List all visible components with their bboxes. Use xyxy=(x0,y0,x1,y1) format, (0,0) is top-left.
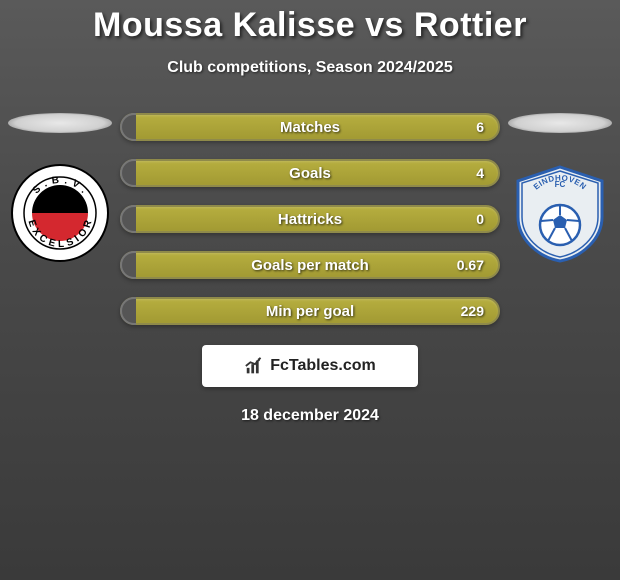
comparison-content: S . B . V . E X C E L S I O R FC EINDHOV… xyxy=(0,113,620,325)
stat-label: Hattricks xyxy=(122,211,498,228)
stat-value-right: 0 xyxy=(476,211,484,227)
subtitle: Club competitions, Season 2024/2025 xyxy=(0,59,620,77)
stat-label: Min per goal xyxy=(122,303,498,320)
stat-bar-goals-per-match: Goals per match 0.67 xyxy=(120,251,500,279)
stat-value-right: 0.67 xyxy=(457,257,484,273)
excelsior-badge-icon: S . B . V . E X C E L S I O R xyxy=(10,163,110,263)
stat-value-right: 4 xyxy=(476,165,484,181)
stat-value-right: 6 xyxy=(476,119,484,135)
stat-bar-min-per-goal: Min per goal 229 xyxy=(120,297,500,325)
right-team-badge: FC EINDHOVEN xyxy=(510,163,610,263)
stat-bar-matches: Matches 6 xyxy=(120,113,500,141)
left-shadow xyxy=(8,113,112,133)
chart-icon xyxy=(244,355,266,377)
stat-bars: Matches 6 Goals 4 Hattricks 0 Goals per … xyxy=(120,113,500,325)
stat-label: Goals per match xyxy=(122,257,498,274)
right-team-column: FC EINDHOVEN xyxy=(500,113,620,263)
brand-logo-box: FcTables.com xyxy=(202,345,418,387)
stat-label: Goals xyxy=(122,165,498,182)
brand-text: FcTables.com xyxy=(270,357,376,375)
left-team-column: S . B . V . E X C E L S I O R xyxy=(0,113,120,263)
eindhoven-badge-icon: FC EINDHOVEN xyxy=(510,163,610,263)
right-shadow xyxy=(508,113,612,133)
left-team-badge: S . B . V . E X C E L S I O R xyxy=(10,163,110,263)
stat-value-right: 229 xyxy=(461,303,484,319)
date-label: 18 december 2024 xyxy=(0,407,620,425)
stat-bar-goals: Goals 4 xyxy=(120,159,500,187)
page-title: Moussa Kalisse vs Rottier xyxy=(0,0,620,45)
stat-label: Matches xyxy=(122,119,498,136)
stat-bar-hattricks: Hattricks 0 xyxy=(120,205,500,233)
